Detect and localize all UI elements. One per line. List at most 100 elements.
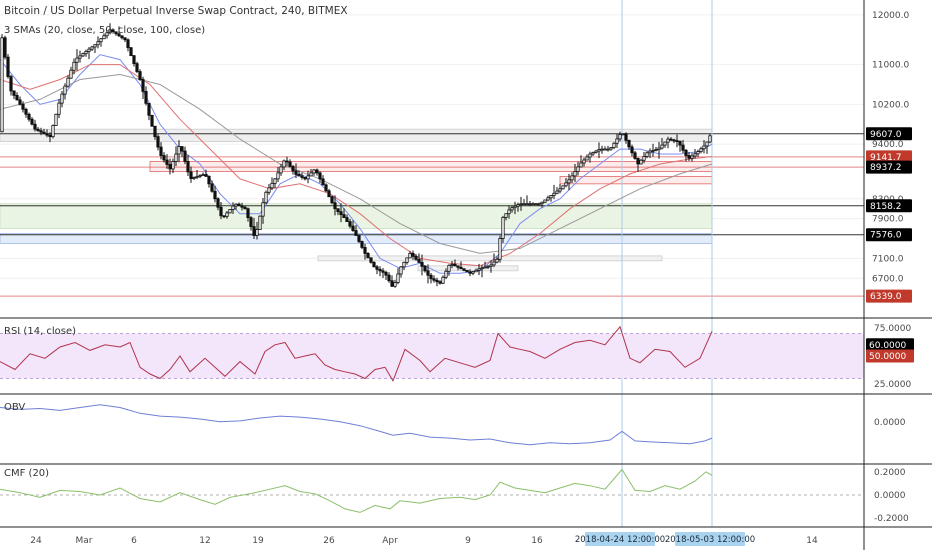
candle-body [288, 161, 292, 167]
candle-body [249, 217, 253, 227]
candle-body [213, 190, 217, 200]
candle-body [456, 265, 460, 268]
candle-body [504, 213, 508, 218]
candle-body [588, 153, 592, 158]
price-tag-label: 8937.2 [870, 163, 902, 173]
time-axis[interactable]: 24 Mar 6 12 19 26 Apr 9 16 2018-04-24 12:00:00 201… [30, 532, 818, 546]
candle-body [165, 159, 169, 165]
candle-body [180, 146, 184, 152]
candle-body [321, 178, 325, 186]
candle-body [15, 95, 19, 101]
candle-body [594, 150, 598, 153]
date-highlight [675, 532, 745, 546]
candle-body [423, 265, 427, 272]
candle-body [336, 208, 340, 213]
candle-body [471, 271, 475, 274]
candle-body [126, 39, 130, 49]
candle-body [633, 152, 637, 159]
price-tag [866, 150, 912, 164]
candle-body [297, 174, 301, 177]
time-tick-label: 26 [323, 536, 335, 546]
candle-body [105, 32, 109, 37]
candle-body [147, 102, 151, 116]
candle-body [630, 146, 634, 154]
price-tick-label: 6700.0 [872, 274, 904, 284]
candle-body [156, 136, 160, 148]
candle-body [561, 185, 565, 190]
candle-body [357, 235, 361, 242]
candle-body [387, 274, 391, 282]
candle-body [519, 203, 523, 206]
price-tag-label: 6339.0 [870, 292, 902, 302]
candle-body [114, 31, 118, 35]
candle-body [681, 144, 685, 151]
candle-body [468, 271, 472, 274]
candle-body [30, 118, 34, 125]
date-highlight [585, 532, 655, 546]
candle-body [18, 99, 22, 105]
indicator-tick-label: 25.0000 [874, 380, 911, 390]
candle-body [465, 269, 469, 273]
candle-body [111, 29, 115, 33]
candle-body [474, 269, 478, 273]
candle-body [351, 225, 355, 231]
candle-body [108, 29, 112, 34]
candle-body [183, 150, 187, 162]
price-tag [866, 289, 912, 303]
time-tick-label: 24 [30, 536, 42, 546]
candle-body [60, 93, 64, 104]
candle-body [72, 61, 76, 71]
candle-body [675, 140, 679, 143]
candle-body [678, 140, 682, 146]
candle-body [600, 148, 604, 151]
candle-body [129, 47, 133, 57]
candle-body [654, 149, 658, 151]
candle-body [402, 261, 406, 268]
candle-body [318, 172, 322, 180]
candle-body [102, 35, 106, 40]
obv-pane[interactable]: 0.0000 [0, 404, 906, 446]
candle-body [171, 161, 175, 170]
time-tick-label: Mar [76, 536, 93, 546]
candle-body [162, 155, 166, 161]
candle-body [369, 257, 373, 263]
candle-body [51, 125, 55, 138]
rsi-label: RSI (14, close) [4, 326, 76, 337]
candle-body [669, 138, 673, 141]
cmf-pane[interactable]: 0.2000 0.0000 -0.2000 [0, 468, 909, 524]
candle-body [201, 174, 205, 176]
candle-body [0, 37, 4, 133]
price-tag [866, 228, 912, 242]
candle-body [660, 144, 664, 149]
candle-body [501, 216, 505, 239]
candle-body [231, 205, 235, 210]
candle-body [27, 113, 31, 120]
candle-body [489, 264, 493, 267]
candle-body [390, 280, 394, 287]
candle-body [48, 134, 52, 138]
indicator-line [0, 404, 713, 446]
candle-body [546, 197, 550, 201]
candle-body [204, 174, 208, 177]
candle-body [378, 268, 382, 272]
candle-body [141, 79, 145, 92]
candle-body [657, 147, 661, 150]
time-tick-label: Apr [382, 536, 398, 546]
price-zone [0, 203, 713, 229]
candle-body [246, 208, 250, 219]
candle-body [21, 103, 25, 110]
candle-body [81, 53, 85, 57]
candle-body [222, 215, 226, 218]
candle-body [225, 212, 229, 217]
date-highlight-label: 2018-05-03 12:00:00 [665, 535, 755, 545]
candle-body [327, 190, 331, 198]
candle-body [570, 175, 574, 181]
candle-body [702, 145, 706, 150]
candle-body [252, 226, 256, 236]
candle-body [522, 203, 526, 206]
candle-body [708, 135, 712, 143]
rsi-band [0, 333, 864, 379]
